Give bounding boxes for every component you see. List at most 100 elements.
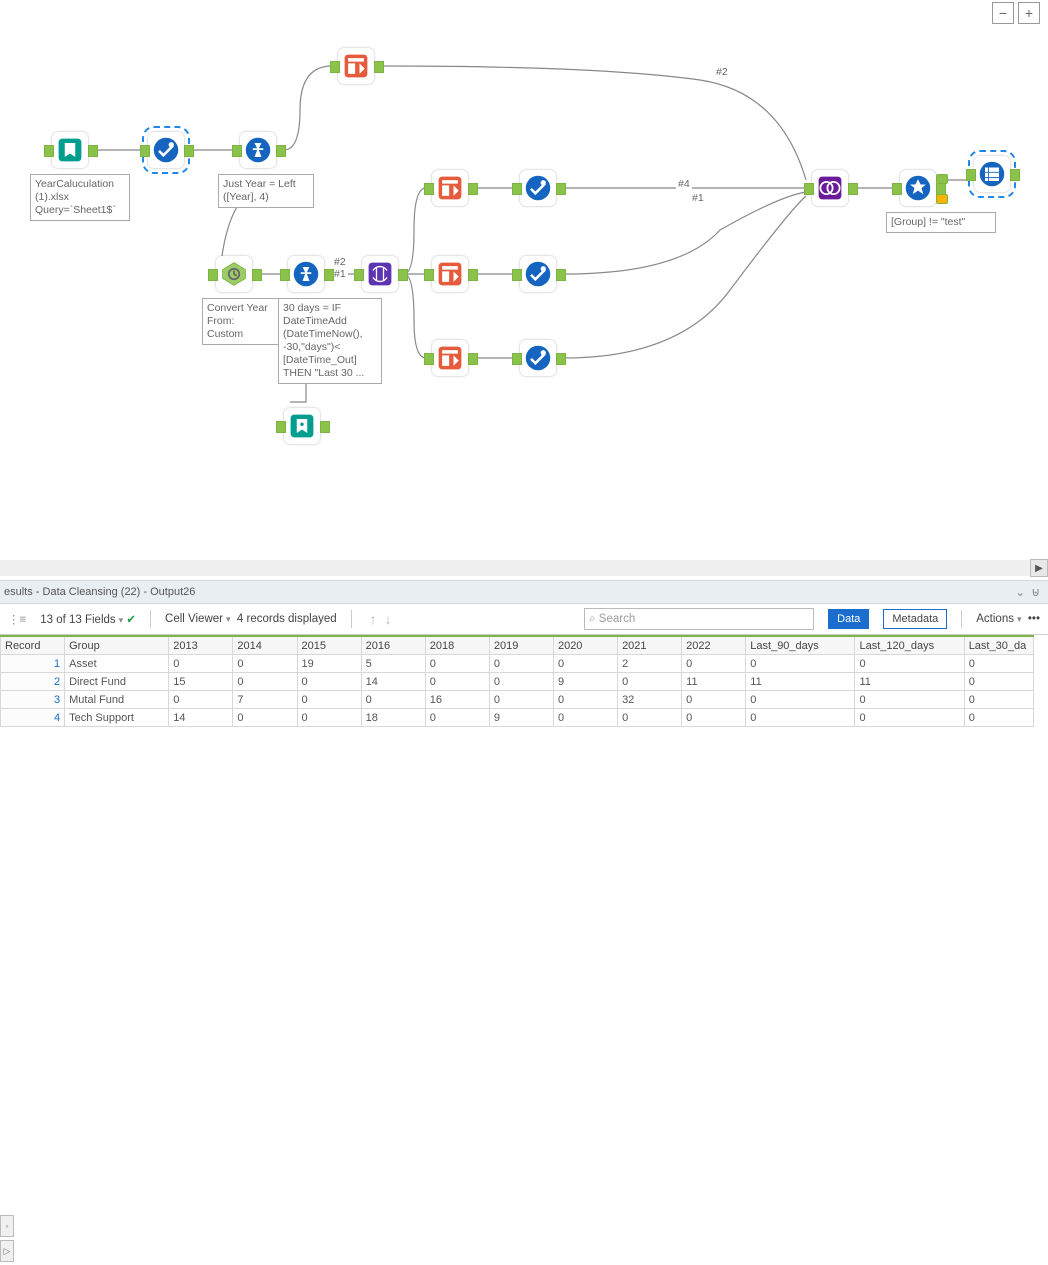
data-tab[interactable]: Data — [828, 609, 869, 629]
cell[interactable]: 0 — [233, 709, 297, 727]
cell[interactable]: 11 — [855, 673, 964, 691]
col-header[interactable]: 2019 — [489, 636, 553, 655]
anchor-out[interactable] — [320, 421, 330, 433]
cell[interactable]: 11 — [746, 673, 855, 691]
anchor-out[interactable] — [252, 269, 262, 281]
anchor-in[interactable] — [140, 145, 150, 157]
table-row[interactable]: 1Asset0019500020000 — [1, 655, 1034, 673]
cell[interactable]: 9 — [553, 673, 617, 691]
tool-sel_ct1[interactable] — [520, 170, 556, 206]
cell[interactable]: 0 — [682, 709, 746, 727]
tool-formula1[interactable] — [240, 132, 276, 168]
tool-sel_ct3[interactable] — [520, 340, 556, 376]
cell[interactable]: 1 — [1, 655, 65, 673]
col-header[interactable]: 2018 — [425, 636, 489, 655]
cell[interactable]: 18 — [361, 709, 425, 727]
cell[interactable]: 7 — [233, 691, 297, 709]
gutter-button-b[interactable]: ▷ — [0, 1240, 14, 1262]
search-input[interactable]: ⌕ Search — [584, 608, 814, 630]
zoom-in-button[interactable]: + — [1018, 2, 1040, 24]
cell[interactable]: 0 — [425, 673, 489, 691]
col-header[interactable]: 2022 — [682, 636, 746, 655]
tool-formula2[interactable] — [288, 256, 324, 292]
gutter-button-a[interactable]: ◦ — [0, 1215, 14, 1237]
metadata-tab[interactable]: Metadata — [883, 609, 947, 629]
anchor-in[interactable] — [232, 145, 242, 157]
anchor-in[interactable] — [892, 183, 902, 195]
tool-ct3[interactable] — [432, 340, 468, 376]
table-row[interactable]: 4Tech Support14001809000000 — [1, 709, 1034, 727]
cell[interactable]: 0 — [855, 709, 964, 727]
cell[interactable]: 0 — [618, 709, 682, 727]
anchor-out[interactable] — [324, 269, 334, 281]
anchor-in[interactable] — [512, 183, 522, 195]
workflow-canvas[interactable]: − + #2 #4 #1 #2 #1 YearCaluculation(1).x… — [0, 0, 1048, 580]
col-header[interactable]: 2015 — [297, 636, 361, 655]
anchor-out[interactable] — [468, 183, 478, 195]
cell[interactable]: 0 — [553, 709, 617, 727]
cell[interactable]: Tech Support — [65, 709, 169, 727]
tool-browse[interactable] — [974, 156, 1010, 192]
pin-icon[interactable]: ⊎ — [1031, 585, 1040, 599]
cell[interactable]: 0 — [169, 691, 233, 709]
zoom-out-button[interactable]: − — [992, 2, 1014, 24]
tool-sel_ct2[interactable] — [520, 256, 556, 292]
anchor-out[interactable] — [468, 353, 478, 365]
cell[interactable]: 0 — [855, 655, 964, 673]
col-header[interactable]: 2016 — [361, 636, 425, 655]
cell[interactable]: 2 — [1, 673, 65, 691]
tool-join[interactable] — [812, 170, 848, 206]
anchor-in[interactable] — [424, 269, 434, 281]
cell[interactable]: 0 — [964, 691, 1033, 709]
cell[interactable]: 2 — [618, 655, 682, 673]
cell-viewer-label[interactable]: Cell Viewer — [165, 613, 223, 625]
more-icon[interactable]: ••• — [1028, 613, 1040, 625]
cell[interactable]: Asset — [65, 655, 169, 673]
cell[interactable]: 0 — [233, 655, 297, 673]
anchor-out[interactable] — [88, 145, 98, 157]
col-header[interactable]: Last_120_days — [855, 636, 964, 655]
cell[interactable]: 5 — [361, 655, 425, 673]
canvas-scrollbar[interactable]: ▶ — [0, 560, 1048, 576]
table-row[interactable]: 3Mutal Fund07001600320000 — [1, 691, 1034, 709]
anchor-out[interactable] — [556, 183, 566, 195]
col-header[interactable]: 2013 — [169, 636, 233, 655]
anchor-in[interactable] — [804, 183, 814, 195]
col-header[interactable]: 2020 — [553, 636, 617, 655]
tool-select1[interactable] — [148, 132, 184, 168]
cell[interactable]: 0 — [297, 709, 361, 727]
tool-ct_top[interactable] — [338, 48, 374, 84]
anchor-out[interactable] — [398, 269, 408, 281]
cell[interactable]: 14 — [169, 709, 233, 727]
col-header[interactable]: 2014 — [233, 636, 297, 655]
cell[interactable]: Direct Fund — [65, 673, 169, 691]
tool-autofield[interactable] — [216, 256, 252, 292]
scroll-right-button[interactable]: ▶ — [1030, 559, 1048, 577]
actions-menu[interactable]: Actions — [976, 613, 1014, 625]
anchor-out[interactable] — [1010, 169, 1020, 181]
collapse-icon[interactable]: ⌄ — [1015, 585, 1025, 599]
cell[interactable]: 32 — [618, 691, 682, 709]
anchor-in[interactable] — [354, 269, 364, 281]
cell[interactable]: 14 — [361, 673, 425, 691]
col-header[interactable]: 2021 — [618, 636, 682, 655]
anchor-in[interactable] — [44, 145, 54, 157]
anchor-out[interactable] — [276, 145, 286, 157]
tool-ct1[interactable] — [432, 170, 468, 206]
cell[interactable]: 0 — [682, 691, 746, 709]
anchor-in[interactable] — [208, 269, 218, 281]
anchor-in[interactable] — [512, 269, 522, 281]
results-table[interactable]: RecordGroup20132014201520162018201920202… — [0, 635, 1034, 727]
col-header[interactable]: Group — [65, 636, 169, 655]
col-header[interactable]: Last_90_days — [746, 636, 855, 655]
cell[interactable]: 0 — [746, 655, 855, 673]
col-header[interactable]: Record — [1, 636, 65, 655]
anchor-out[interactable] — [184, 145, 194, 157]
anchor-out[interactable] — [468, 269, 478, 281]
cell[interactable]: 0 — [489, 655, 553, 673]
cell[interactable]: 0 — [489, 673, 553, 691]
tool-cleanse[interactable] — [900, 170, 936, 206]
anchor-in[interactable] — [966, 169, 976, 181]
cell[interactable]: 0 — [489, 691, 553, 709]
cell[interactable]: 0 — [425, 709, 489, 727]
